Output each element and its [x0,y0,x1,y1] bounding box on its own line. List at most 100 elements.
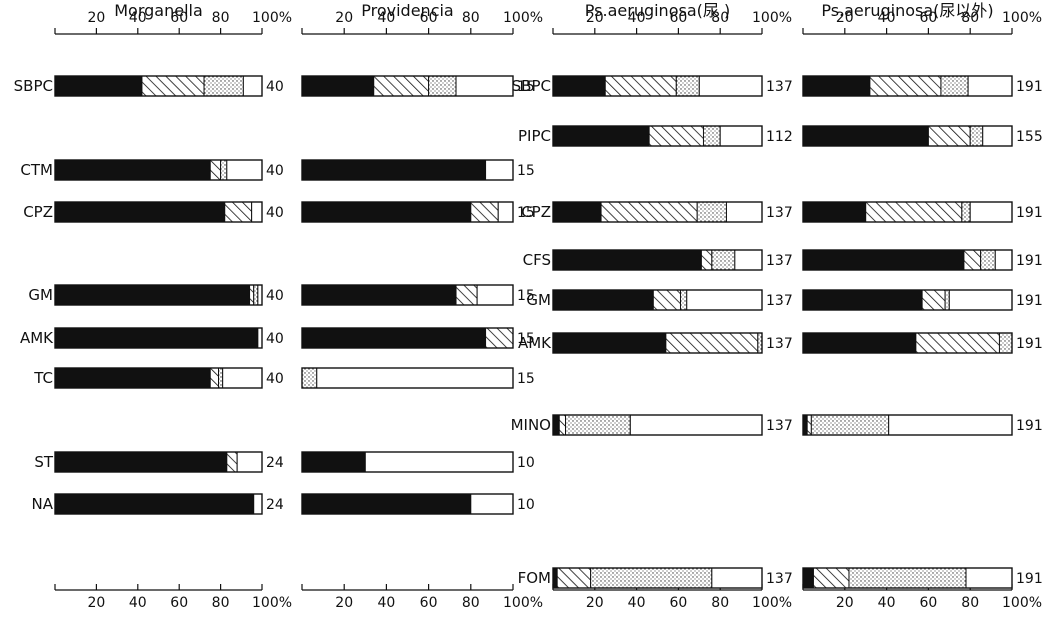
resistant-segment [301,327,487,349]
hatched-segment [141,75,205,97]
dotted-segment [220,159,228,181]
open-segment [967,75,1013,97]
bar-outline [54,284,263,306]
open-segment [686,289,763,311]
tick-label: 40 [628,595,646,611]
bar-outline [552,567,763,589]
open-segment [965,567,1013,589]
tick-label: 20 [87,595,105,611]
bar-outline [552,249,763,271]
hatched-segment [665,332,759,354]
hatched-segment [921,289,946,311]
tick-label: 80 [961,10,979,26]
panel-title: Ps.aeruginosa(尿 ) [585,1,730,20]
resistant-segment [54,284,251,306]
dotted-segment [565,414,631,436]
open-segment [316,367,514,389]
resistant-segment [802,201,867,223]
resistant-segment [301,451,366,473]
open-segment [734,249,763,271]
resistant-segment [552,125,650,147]
tick-label: 60 [170,595,188,611]
open-segment [222,367,263,389]
sample-size-label: 137 [766,571,793,587]
tick-label: 20 [335,595,353,611]
resistant-segment [301,493,472,515]
hatched-segment [812,567,850,589]
drug-label: CTM [20,161,53,179]
sample-size-label: 191 [1016,253,1043,269]
hatched-segment [455,284,478,306]
dotted-segment [428,75,457,97]
tick-label: 40 [878,595,896,611]
sample-size-label: 137 [766,418,793,434]
resistant-segment [802,289,923,311]
bar-outline [54,493,263,515]
sample-size-label: 40 [266,331,284,347]
sample-size-label: 191 [1016,571,1043,587]
resistant-segment [301,159,487,181]
resistant-segment [552,414,560,436]
sample-size-label: 15 [517,163,535,179]
hatched-segment [700,249,713,271]
dotted-segment [675,75,700,97]
open-segment [994,249,1013,271]
dotted-segment [679,289,688,311]
dotted-segment [848,567,967,589]
drug-label: TC [33,369,53,387]
resistant-segment [552,332,667,354]
resistant-segment [54,201,226,223]
tick-label: 20 [335,10,353,26]
tick-label: 100% [752,10,792,26]
sample-size-label: 15 [517,288,535,304]
hatched-segment [373,75,430,97]
resistant-segment [802,125,929,147]
panel-title: Ps.aeruginosa(尿以外) [821,1,993,20]
tick-label: 20 [87,10,105,26]
resistant-segment [301,75,375,97]
open-segment [253,493,263,515]
sample-size-label: 40 [266,205,284,221]
open-segment [698,75,763,97]
tick-label: 100% [252,595,292,611]
sample-size-label: 155 [1016,129,1043,145]
dotted-segment [998,332,1013,354]
sample-size-label: 15 [517,331,535,347]
tick-label: 80 [961,595,979,611]
bar-outline [54,451,263,473]
open-segment [711,567,763,589]
bar-outline [301,201,514,223]
tick-label: 60 [669,595,687,611]
sample-size-label: 40 [266,371,284,387]
sample-size-label: 24 [266,455,284,471]
drug-label: AMK [20,329,54,347]
bar-outline [54,75,263,97]
drug-label: FOM [518,569,551,587]
dotted-segment [711,249,736,271]
tick-label: 80 [212,10,230,26]
sample-size-label: 137 [766,253,793,269]
tick-label: 40 [377,10,395,26]
bar-outline [54,159,263,181]
sample-size-label: 112 [766,129,793,145]
open-segment [251,201,263,223]
dotted-segment [301,367,318,389]
tick-label: 60 [170,10,188,26]
dotted-segment [203,75,244,97]
hatched-segment [915,332,1000,354]
tick-label: 80 [462,10,480,26]
sample-size-label: 10 [517,497,535,513]
hatched-segment [865,201,963,223]
tick-label: 40 [129,595,147,611]
dotted-segment [961,201,971,223]
sample-size-label: 137 [766,293,793,309]
dotted-segment [969,125,984,147]
drug-label: NA [32,495,54,513]
resistant-segment [802,75,871,97]
hatched-segment [209,367,220,389]
resistant-segment [301,201,472,223]
dotted-segment [702,125,721,147]
hatched-segment [226,451,238,473]
bar-outline [802,249,1013,271]
sample-size-label: 40 [266,288,284,304]
